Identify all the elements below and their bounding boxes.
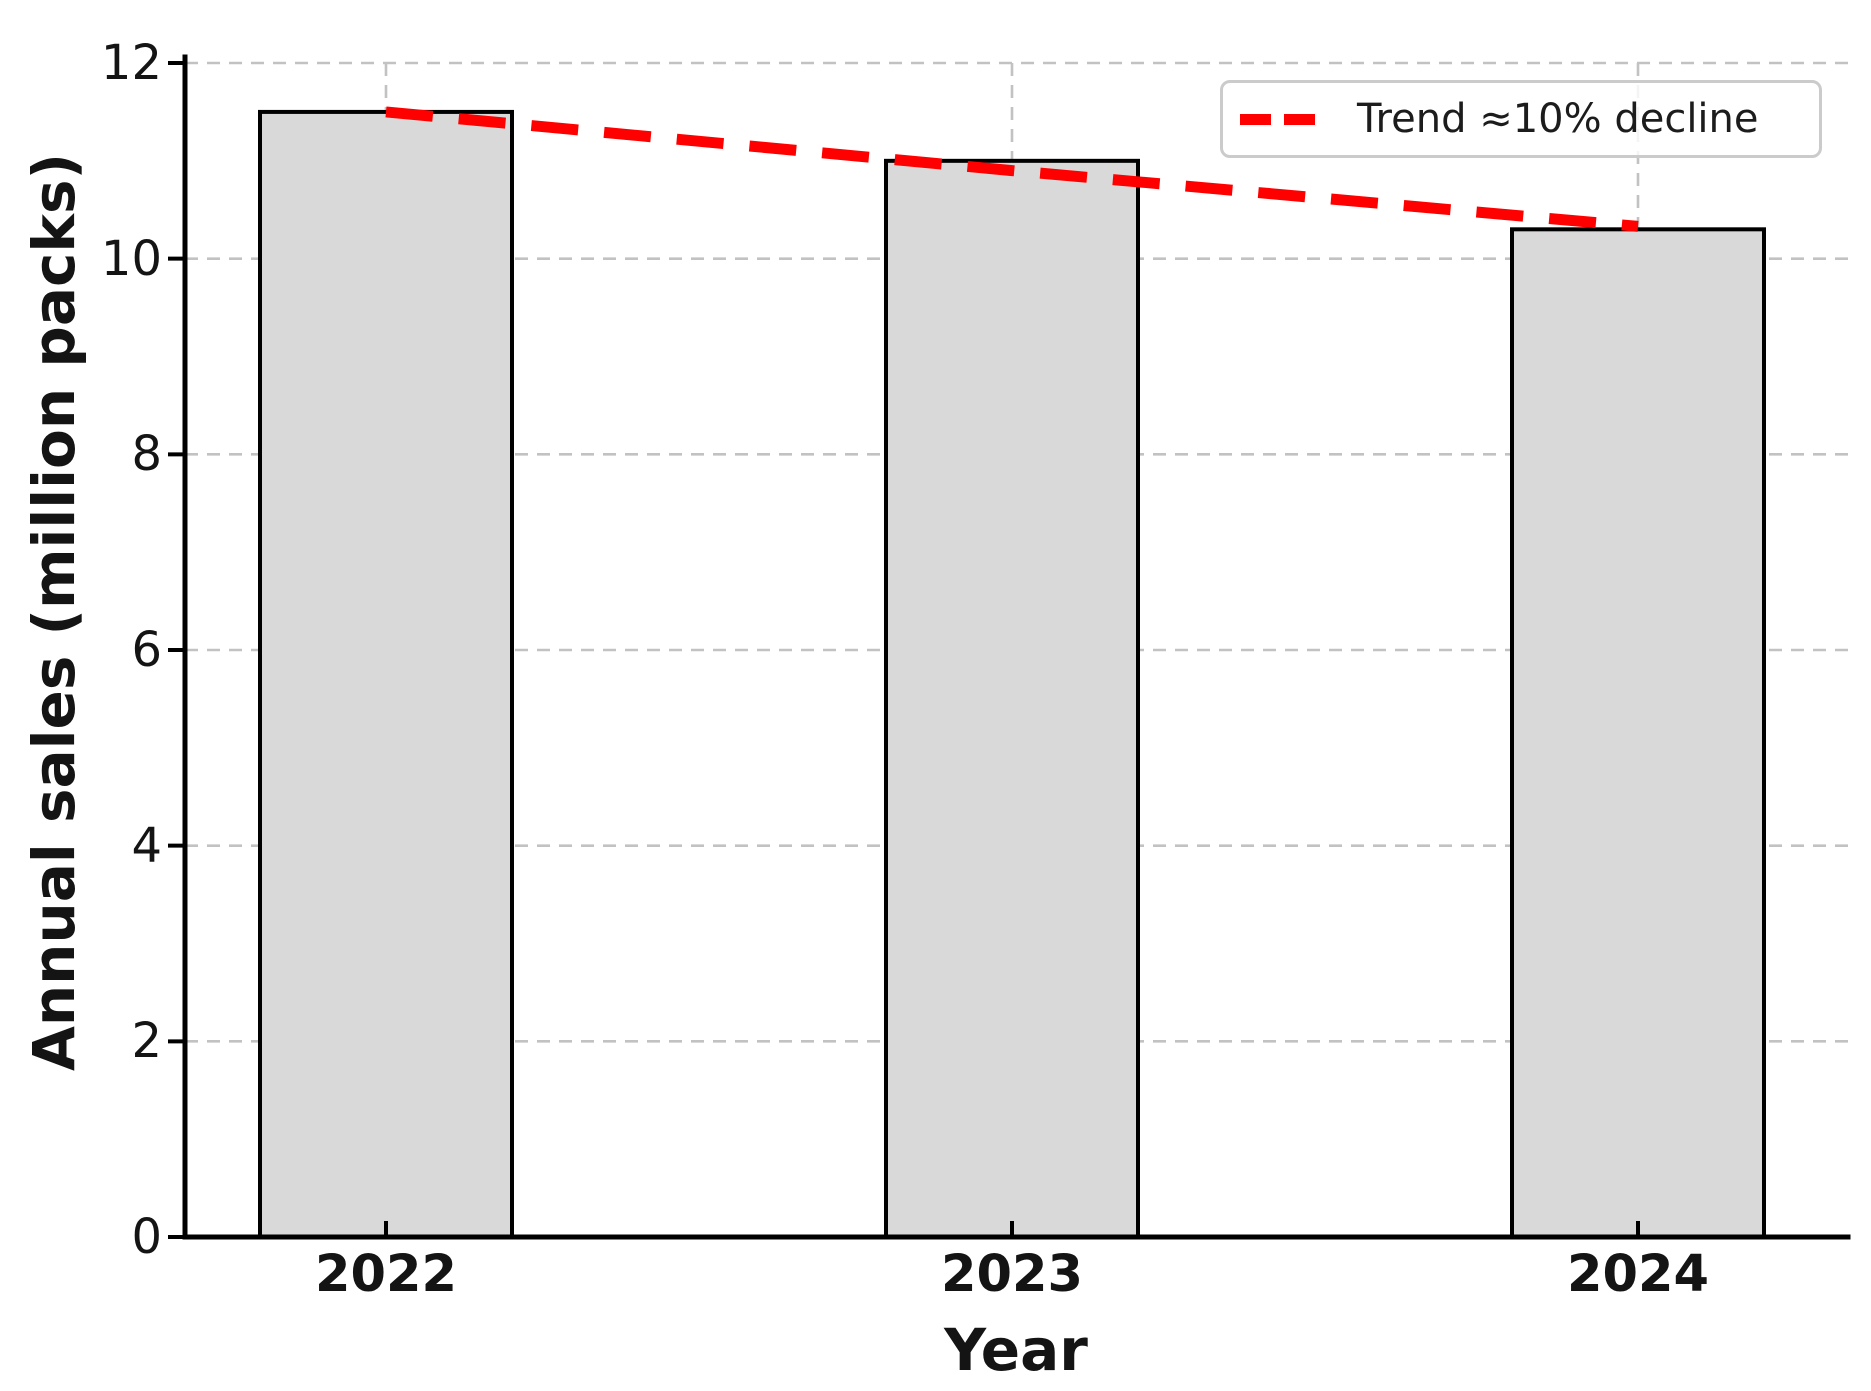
x-tick-label-2024: 2024 <box>1567 1245 1709 1304</box>
y-tick-label-6: 6 <box>131 622 162 678</box>
x-tick-label-2023: 2023 <box>941 1245 1083 1304</box>
bar-2023 <box>884 158 1140 1239</box>
y-tick-label-8: 8 <box>131 426 162 483</box>
legend-dash-segment <box>1240 113 1271 125</box>
bar-2022 <box>258 109 514 1240</box>
legend-label: Trend ≈10% decline <box>1357 96 1759 142</box>
y-tick-label-12: 12 <box>100 35 162 91</box>
y-tick-label-0: 0 <box>131 1209 162 1265</box>
y-tick-label-4: 4 <box>131 817 162 874</box>
y-tick-label-10: 10 <box>100 230 162 287</box>
x-tick-label-2022: 2022 <box>315 1245 457 1304</box>
bar-2024 <box>1510 227 1766 1240</box>
y-axis-title: Annual sales (million packs) <box>20 152 88 1072</box>
legend-dash-segment <box>1284 113 1315 125</box>
trend-line <box>385 106 1639 232</box>
trend-line-legend-swatch <box>1240 113 1315 125</box>
x-axis-title: Year <box>944 1316 1088 1384</box>
y-tick-label-2: 2 <box>131 1013 162 1070</box>
legend: Trend ≈10% decline <box>1220 80 1822 158</box>
